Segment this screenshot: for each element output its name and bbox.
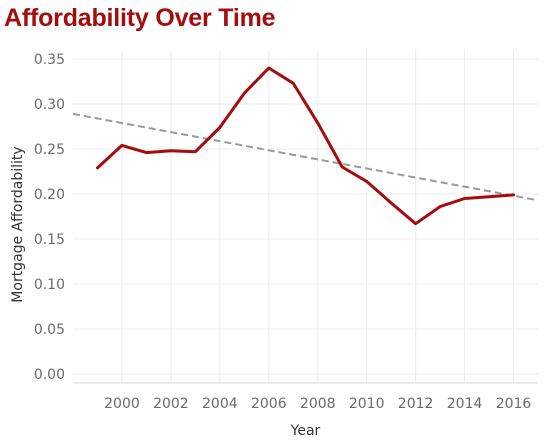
x-tick-label: 2000 [104,396,140,412]
x-tick-label: 2016 [496,396,532,412]
y-tick-label: 0.35 [34,52,65,68]
grid-lines [73,50,538,383]
y-tick-label: 0.00 [34,367,65,383]
x-tick-label: 2002 [153,396,189,412]
x-tick-label: 2010 [349,396,385,412]
y-tick-label: 0.05 [34,322,65,338]
x-axis-ticks: 2000 2002 2004 2006 2008 2010 2012 2014 2016 [104,396,531,412]
x-tick-label: 2004 [202,396,238,412]
x-tick-label: 2006 [251,396,287,412]
x-tick-label: 2008 [300,396,336,412]
y-tick-label: 0.15 [34,232,65,248]
trend-line [72,112,539,202]
y-tick-label: 0.10 [34,277,65,293]
y-axis-ticks: 0.00 0.05 0.10 0.15 0.20 0.25 0.30 0.35 [34,52,65,383]
x-axis-title: Year [290,423,321,439]
y-tick-label: 0.30 [34,97,65,113]
y-tick-label: 0.25 [34,142,65,158]
y-axis-title: Mortgage Affordability [10,146,26,302]
y-tick-label: 0.20 [34,187,65,203]
series-line [95,66,516,226]
x-tick-label: 2012 [398,396,434,412]
x-tick-label: 2014 [447,396,483,412]
chart-title: Affordability Over Time [4,4,276,32]
